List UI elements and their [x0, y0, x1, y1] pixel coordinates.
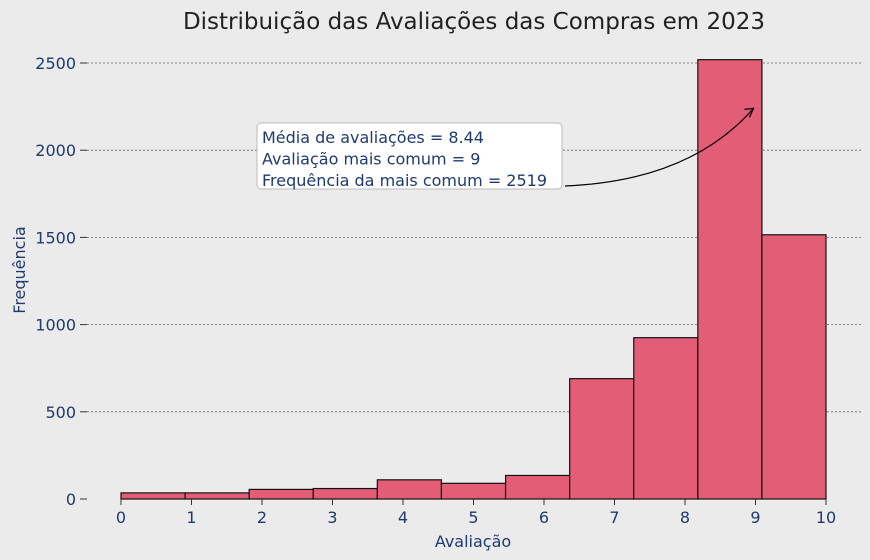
x-tick-label-9: 9 [750, 508, 760, 527]
x-tick-label-10: 10 [816, 508, 836, 527]
x-tick-label-0: 0 [116, 508, 126, 527]
y-tick-label-2000: 2000 [35, 141, 76, 160]
x-tick-label-2: 2 [257, 508, 267, 527]
y-axis: 0 500 1000 1500 2000 2500 [35, 54, 87, 509]
histogram-bar-5 [376, 479, 443, 500]
y-tick-label-1000: 1000 [35, 316, 76, 335]
histogram-bar-2 [184, 492, 250, 500]
y-tick-label-500: 500 [45, 403, 76, 422]
annotation-arrow [564, 107, 754, 187]
x-tick-label-3: 3 [327, 508, 337, 527]
histogram-bar-10 [697, 59, 763, 500]
annotation-line-1: Média de avaliações = 8.44 [262, 128, 484, 147]
x-tick-label-5: 5 [468, 508, 478, 527]
stats-annotation: Média de avaliações = 8.44 Avaliação mais… [256, 107, 755, 190]
x-tick-label-1: 1 [186, 508, 196, 527]
histogram-bars [120, 59, 827, 500]
annotation-box [256, 122, 563, 190]
histogram-bar-11 [761, 234, 827, 500]
x-tick-label-8: 8 [680, 508, 690, 527]
histogram-bar-9 [633, 337, 699, 500]
x-axis: 0 1 2 3 4 5 6 7 8 9 10 [116, 499, 836, 527]
x-axis-label: Avaliação [435, 532, 511, 551]
histogram-bar-1 [120, 492, 186, 500]
x-tick-label-4: 4 [398, 508, 408, 527]
x-tick-label-6: 6 [539, 508, 549, 527]
annotation-arrowhead [744, 107, 755, 118]
histogram-bar-6 [440, 482, 507, 500]
x-tick-label-7: 7 [609, 508, 619, 527]
chart-title: Distribuição das Avaliações das Compras … [183, 9, 765, 35]
y-tick-label-1500: 1500 [35, 228, 76, 247]
y-tick-label-2500: 2500 [35, 54, 76, 73]
histogram-bar-4 [312, 487, 378, 500]
y-axis-label: Frequência [10, 226, 29, 313]
annotation-line-3: Frequência da mais comum = 2519 [262, 171, 547, 190]
y-tick-label-0: 0 [66, 490, 76, 509]
histogram-bar-3 [248, 488, 314, 500]
annotation-line-2: Avaliação mais comum = 9 [262, 150, 480, 169]
histogram-bar-8 [569, 378, 635, 500]
histogram-bar-7 [504, 474, 571, 500]
